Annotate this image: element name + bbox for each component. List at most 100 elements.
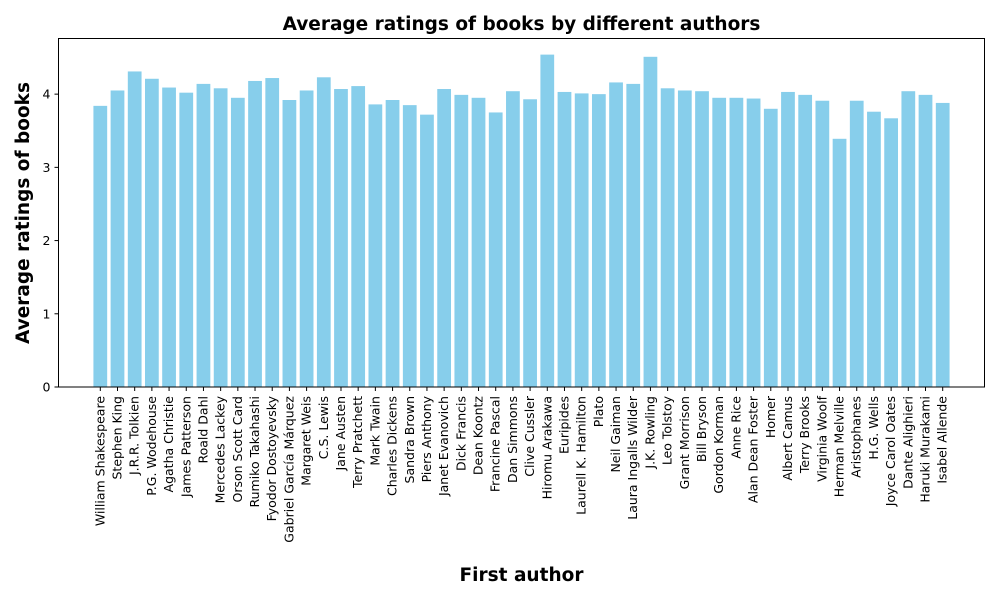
- x-tick-label: Joyce Carol Oates: [883, 396, 898, 507]
- x-tick-label: Dan Simmons: [505, 396, 520, 483]
- bar: [781, 91, 795, 387]
- x-tick-label: Jane Austen: [333, 396, 348, 471]
- bar: [299, 90, 314, 387]
- x-tick-label: Plato: [591, 396, 606, 427]
- x-tick-label: Stephen King: [109, 396, 124, 480]
- bars-group: [93, 54, 950, 388]
- bar: [334, 89, 348, 388]
- y-axis-title: Average ratings of books: [13, 82, 34, 344]
- x-tick-label: Janet Evanovich: [436, 396, 451, 497]
- y-tick-label: 1: [43, 306, 51, 321]
- x-tick-label: Mark Twain: [367, 396, 382, 466]
- y-tick-label: 0: [43, 380, 51, 395]
- bar: [196, 83, 211, 387]
- x-tick-label: Gordon Korman: [711, 396, 726, 494]
- x-tick-label: Neil Gaiman: [608, 396, 623, 473]
- bar: [660, 88, 675, 387]
- bar: [316, 77, 331, 388]
- bar: [351, 86, 366, 387]
- x-tick-label: Herman Melville: [832, 396, 847, 498]
- y-tick-label: 3: [43, 160, 51, 175]
- x-tick-label: Sandra Brown: [402, 396, 417, 483]
- bar: [918, 94, 933, 388]
- x-tick-label: William Shakespeare: [92, 396, 107, 526]
- bar: [385, 100, 400, 387]
- bar: [798, 94, 813, 388]
- x-axis-title: First author: [460, 565, 585, 586]
- bar: [867, 111, 881, 388]
- x-tick-label: Terry Brooks: [797, 396, 812, 474]
- x-tick-label: Isabel Allende: [935, 396, 950, 484]
- bar: [506, 91, 520, 388]
- bar: [162, 87, 176, 388]
- x-tick-label: Hiromu Arakawa: [539, 396, 554, 499]
- bar: [179, 92, 194, 388]
- x-tick-label: Grant Morrison: [677, 396, 692, 489]
- bar: [849, 100, 864, 387]
- y-axis: 0 1 2 3 4: [43, 87, 59, 395]
- bar: [437, 89, 452, 388]
- bar: [145, 78, 159, 388]
- bar: [935, 102, 950, 388]
- x-tick-label: J.R.R. Tolkien: [127, 396, 142, 476]
- bar: [230, 97, 245, 388]
- bar: [677, 90, 692, 387]
- bar: [901, 91, 916, 388]
- x-tick-label: Anne Rice: [728, 396, 743, 459]
- bar: [454, 94, 469, 388]
- bar: [540, 54, 555, 388]
- x-tick-label: Euripides: [556, 396, 571, 454]
- plot-frame: [58, 38, 985, 388]
- bar: [695, 91, 709, 388]
- bar: [832, 138, 847, 387]
- x-tick-label: Piers Anthony: [419, 395, 434, 482]
- x-tick-label: Gabriel García Márquez: [281, 396, 296, 543]
- bar: [523, 99, 537, 388]
- x-tick-label: James Patterson: [178, 396, 193, 498]
- bar: [488, 112, 503, 387]
- x-tick-label: Orson Scott Card: [230, 396, 245, 503]
- x-tick-label: H.G. Wells: [866, 396, 881, 460]
- bar: [93, 105, 108, 388]
- bar: [420, 114, 434, 387]
- x-tick-label: Laura Ingalls Wilder: [625, 395, 640, 520]
- x-tick-label: P.G. Wodehouse: [144, 396, 159, 496]
- x-tick-label: Albert Camus: [780, 396, 795, 481]
- bar: [884, 118, 898, 388]
- bar: [574, 93, 589, 387]
- x-tick-label: Agatha Christie: [161, 396, 176, 493]
- bar: [282, 100, 297, 387]
- bar: [643, 56, 658, 388]
- x-tick-label: Mercedes Lackey: [213, 395, 228, 503]
- x-tick-label: Fyodor Dostoyevsky: [264, 395, 279, 521]
- x-tick-label: Margaret Weis: [299, 396, 314, 486]
- bar: [557, 91, 572, 387]
- y-tick-label: 2: [43, 233, 51, 248]
- bar: [213, 88, 228, 387]
- x-tick-label: Haruki Murakami: [918, 396, 933, 503]
- bar: [110, 90, 125, 387]
- x-tick-label: Homer: [763, 395, 778, 438]
- x-axis: William Shakespeare Stephen King J.R.R. To…: [92, 387, 950, 543]
- bar: [626, 83, 641, 387]
- x-tick-label: Roald Dahl: [195, 396, 210, 464]
- chart-title: Average ratings of books by different au…: [283, 14, 761, 35]
- y-tick-label: 4: [43, 87, 51, 102]
- bar: [265, 78, 280, 387]
- x-tick-label: Dick Francis: [453, 396, 468, 471]
- x-tick-label: Bill Bryson: [694, 396, 709, 462]
- x-tick-label: Charles Dickens: [385, 396, 400, 496]
- x-tick-label: C.S. Lewis: [316, 396, 331, 459]
- bar: [815, 100, 830, 387]
- bar: [609, 82, 623, 388]
- x-tick-label: Virginia Woolf: [814, 395, 829, 482]
- x-tick-label: Laurell K. Hamilton: [574, 396, 589, 515]
- x-tick-label: Alan Dean Foster: [746, 395, 761, 503]
- x-tick-label: Clive Cussler: [522, 395, 537, 477]
- x-tick-label: Dante Alighieri: [900, 396, 915, 489]
- bar: [763, 108, 778, 387]
- x-tick-label: Terry Pratchett: [350, 396, 365, 489]
- bar: [471, 97, 486, 388]
